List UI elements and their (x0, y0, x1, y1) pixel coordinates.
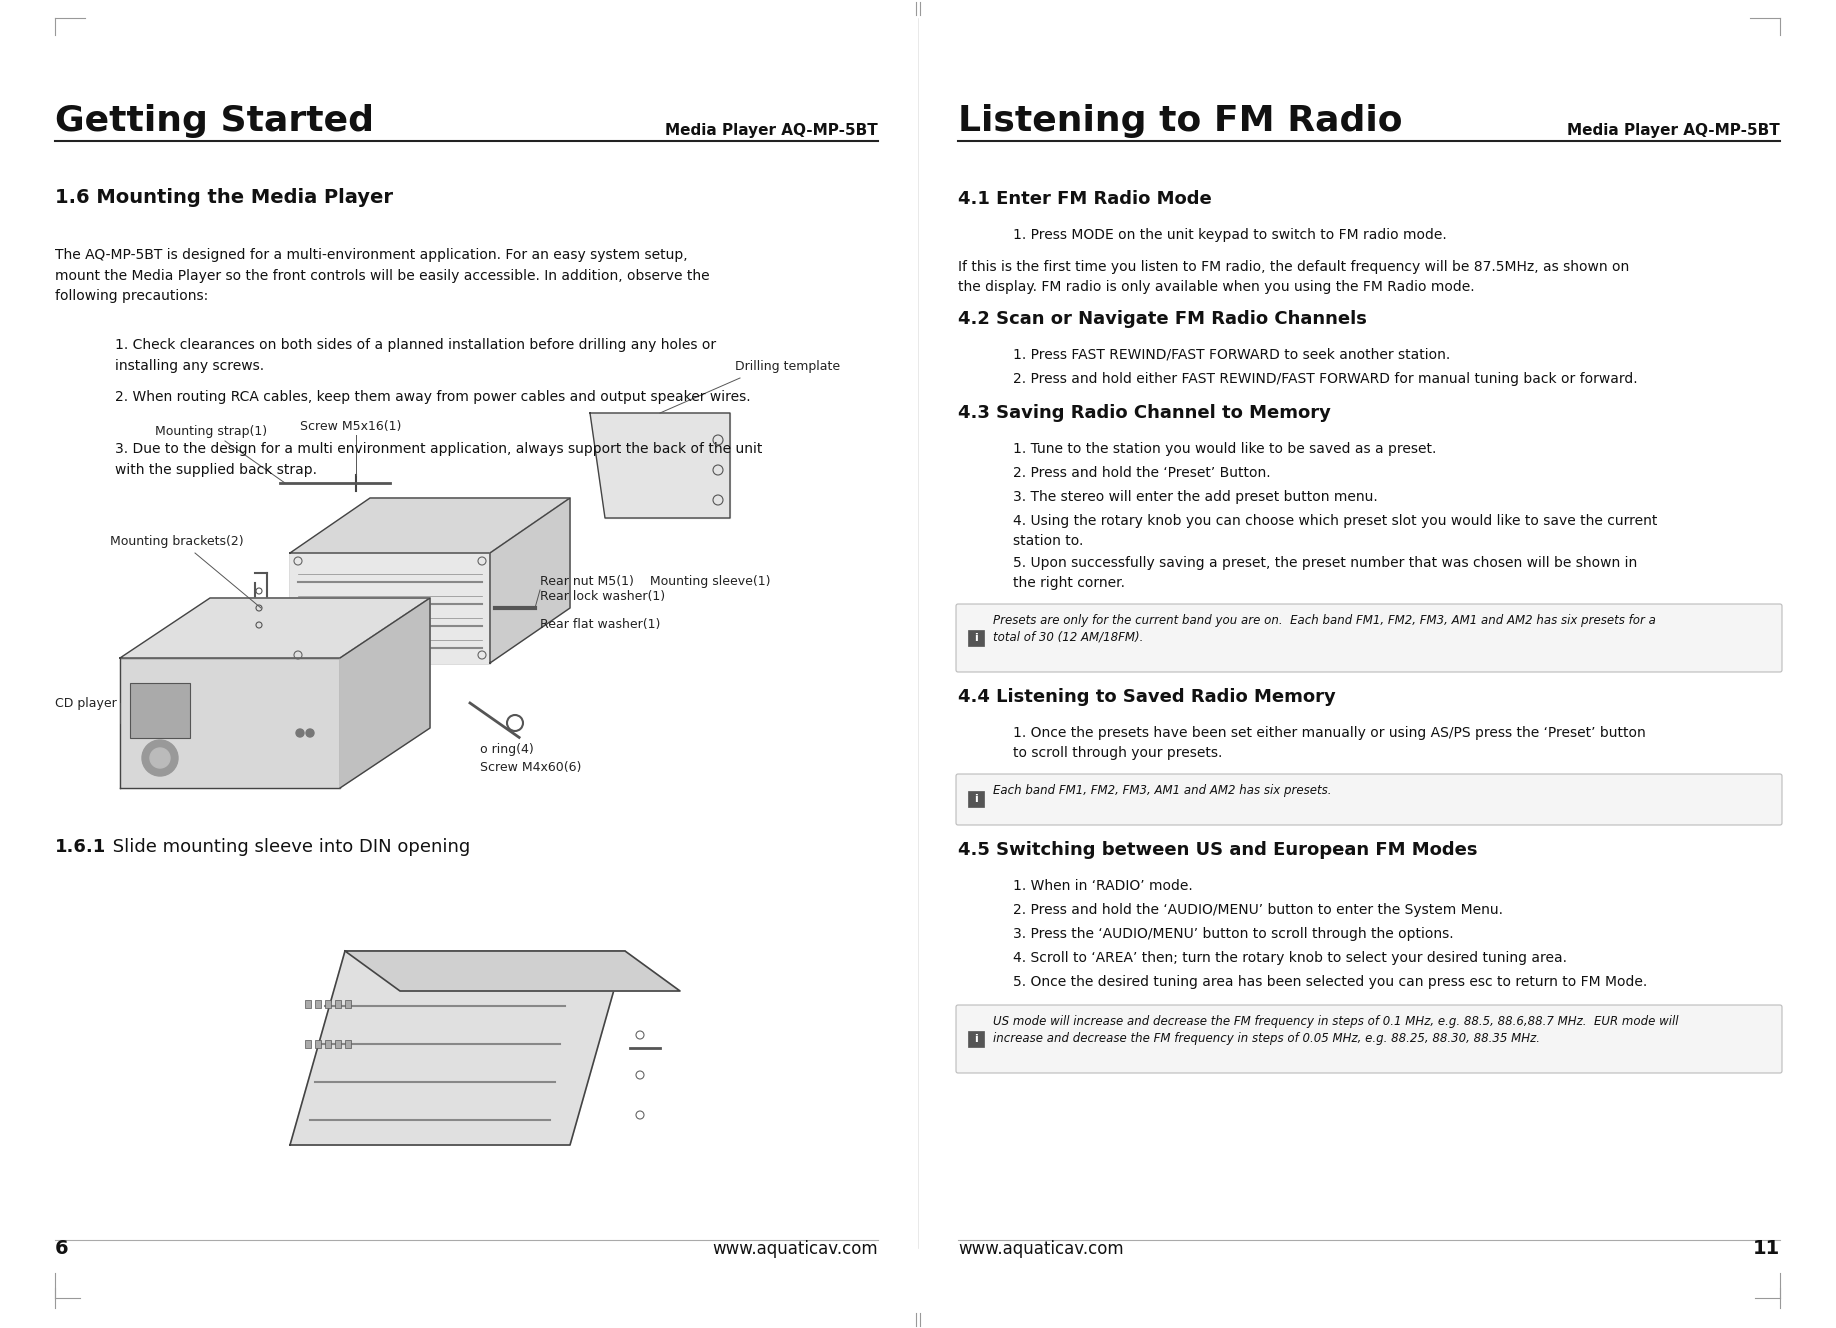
Text: 3. Press the ‘AUDIO/MENU’ button to scroll through the options.: 3. Press the ‘AUDIO/MENU’ button to scro… (1013, 927, 1454, 942)
Text: 11: 11 (1753, 1239, 1779, 1258)
Text: Drilling template: Drilling template (734, 360, 841, 373)
Text: Each band FM1, FM2, FM3, AM1 and AM2 has six presets.: Each band FM1, FM2, FM3, AM1 and AM2 has… (993, 784, 1331, 797)
Text: Mounting brackets(2): Mounting brackets(2) (110, 535, 244, 548)
Text: 1. Press MODE on the unit keypad to switch to FM radio mode.: 1. Press MODE on the unit keypad to swit… (1013, 228, 1447, 242)
Bar (325, 1000, 330, 1008)
Text: Screw M4x60(6): Screw M4x60(6) (479, 761, 582, 774)
Circle shape (307, 729, 314, 737)
Text: 5. Upon successfully saving a preset, the preset number that was chosen will be : 5. Upon successfully saving a preset, th… (1013, 556, 1638, 590)
Text: Rear flat washer(1): Rear flat washer(1) (540, 618, 661, 631)
Circle shape (141, 740, 178, 776)
Text: 4.2 Scan or Navigate FM Radio Channels: 4.2 Scan or Navigate FM Radio Channels (958, 309, 1366, 328)
Polygon shape (290, 552, 490, 663)
Bar (968, 791, 984, 807)
Text: 1. When in ‘RADIO’ mode.: 1. When in ‘RADIO’ mode. (1013, 879, 1193, 892)
Bar (968, 1031, 984, 1046)
Text: US mode will increase and decrease the FM frequency in steps of 0.1 MHz, e.g. 88: US mode will increase and decrease the F… (993, 1015, 1678, 1045)
Text: i: i (975, 1035, 979, 1044)
Text: Screw M5x16(1): Screw M5x16(1) (301, 420, 402, 433)
Polygon shape (345, 951, 679, 991)
Polygon shape (340, 598, 430, 788)
Text: 1. Tune to the station you would like to be saved as a preset.: 1. Tune to the station you would like to… (1013, 442, 1436, 456)
Polygon shape (290, 498, 569, 552)
Text: 6: 6 (55, 1239, 68, 1258)
Bar (345, 1040, 351, 1048)
Bar (968, 629, 984, 645)
Text: Presets are only for the current band you are on.  Each band FM1, FM2, FM3, AM1 : Presets are only for the current band yo… (993, 614, 1656, 644)
Text: Getting Started: Getting Started (55, 104, 375, 138)
Bar (130, 683, 189, 738)
Text: Rear lock washer(1): Rear lock washer(1) (540, 590, 665, 603)
Circle shape (151, 748, 171, 768)
Text: 5. Once the desired tuning area has been selected you can press esc to return to: 5. Once the desired tuning area has been… (1013, 975, 1647, 989)
Text: 4. Using the rotary knob you can choose which preset slot you would like to save: 4. Using the rotary knob you can choose … (1013, 514, 1658, 548)
Text: 1.6.1: 1.6.1 (55, 838, 106, 857)
Text: 3. Due to the design for a multi environment application, always support the bac: 3. Due to the design for a multi environ… (116, 442, 762, 477)
Text: 4. Scroll to ‘AREA’ then; turn the rotary knob to select your desired tuning are: 4. Scroll to ‘AREA’ then; turn the rotar… (1013, 951, 1566, 965)
Text: Media Player AQ-MP-5BT: Media Player AQ-MP-5BT (665, 124, 878, 138)
Text: 2. Press and hold either FAST REWIND/FAST FORWARD for manual tuning back or forw: 2. Press and hold either FAST REWIND/FAS… (1013, 372, 1638, 386)
Text: 1. Press FAST REWIND/FAST FORWARD to seek another station.: 1. Press FAST REWIND/FAST FORWARD to see… (1013, 348, 1450, 363)
Bar (345, 1000, 351, 1008)
Bar (334, 1040, 341, 1048)
Bar (325, 1040, 330, 1048)
Text: 1.6 Mounting the Media Player: 1.6 Mounting the Media Player (55, 189, 393, 207)
Circle shape (296, 729, 305, 737)
Polygon shape (589, 413, 731, 518)
Text: i: i (975, 633, 979, 643)
Bar (305, 1040, 310, 1048)
FancyBboxPatch shape (957, 1005, 1783, 1073)
Text: 1. Once the presets have been set either manually or using AS/PS press the ‘Pres: 1. Once the presets have been set either… (1013, 726, 1645, 760)
Text: www.aquaticav.com: www.aquaticav.com (712, 1240, 878, 1258)
Text: Slide mounting sleeve into DIN opening: Slide mounting sleeve into DIN opening (106, 838, 470, 857)
Bar (316, 1040, 321, 1048)
Text: 4.3 Saving Radio Channel to Memory: 4.3 Saving Radio Channel to Memory (958, 404, 1331, 422)
Text: 4.4 Listening to Saved Radio Memory: 4.4 Listening to Saved Radio Memory (958, 688, 1337, 706)
Text: 4.1 Enter FM Radio Mode: 4.1 Enter FM Radio Mode (958, 190, 1212, 208)
Text: Rear nut M5(1)    Mounting sleeve(1): Rear nut M5(1) Mounting sleeve(1) (540, 575, 771, 588)
Polygon shape (119, 598, 430, 657)
Text: If this is the first time you listen to FM radio, the default frequency will be : If this is the first time you listen to … (958, 260, 1629, 293)
Text: 2. Press and hold the ‘Preset’ Button.: 2. Press and hold the ‘Preset’ Button. (1013, 466, 1271, 479)
Polygon shape (290, 951, 624, 1145)
FancyBboxPatch shape (957, 774, 1783, 825)
Bar (305, 1000, 310, 1008)
Text: The AQ-MP-5BT is designed for a multi-environment application. For an easy syste: The AQ-MP-5BT is designed for a multi-en… (55, 248, 711, 303)
Text: 3. The stereo will enter the add preset button menu.: 3. The stereo will enter the add preset … (1013, 490, 1377, 505)
Text: o ring(4): o ring(4) (479, 742, 534, 756)
Text: 1. Check clearances on both sides of a planned installation before drilling any : 1. Check clearances on both sides of a p… (116, 339, 716, 373)
Text: CD player: CD player (55, 696, 118, 709)
Bar (316, 1000, 321, 1008)
Text: 2. When routing RCA cables, keep them away from power cables and output speaker : 2. When routing RCA cables, keep them aw… (116, 390, 751, 404)
Text: www.aquaticav.com: www.aquaticav.com (958, 1240, 1124, 1258)
Text: Media Player AQ-MP-5BT: Media Player AQ-MP-5BT (1568, 124, 1779, 138)
Polygon shape (490, 498, 569, 663)
Text: Listening to FM Radio: Listening to FM Radio (958, 104, 1403, 138)
Text: Mounting strap(1): Mounting strap(1) (154, 425, 266, 438)
Bar (334, 1000, 341, 1008)
Text: 2. Press and hold the ‘AUDIO/MENU’ button to enter the System Menu.: 2. Press and hold the ‘AUDIO/MENU’ butto… (1013, 903, 1504, 918)
Polygon shape (119, 657, 340, 788)
Text: i: i (975, 794, 979, 803)
Text: 4.5 Switching between US and European FM Modes: 4.5 Switching between US and European FM… (958, 841, 1478, 859)
FancyBboxPatch shape (957, 604, 1783, 672)
